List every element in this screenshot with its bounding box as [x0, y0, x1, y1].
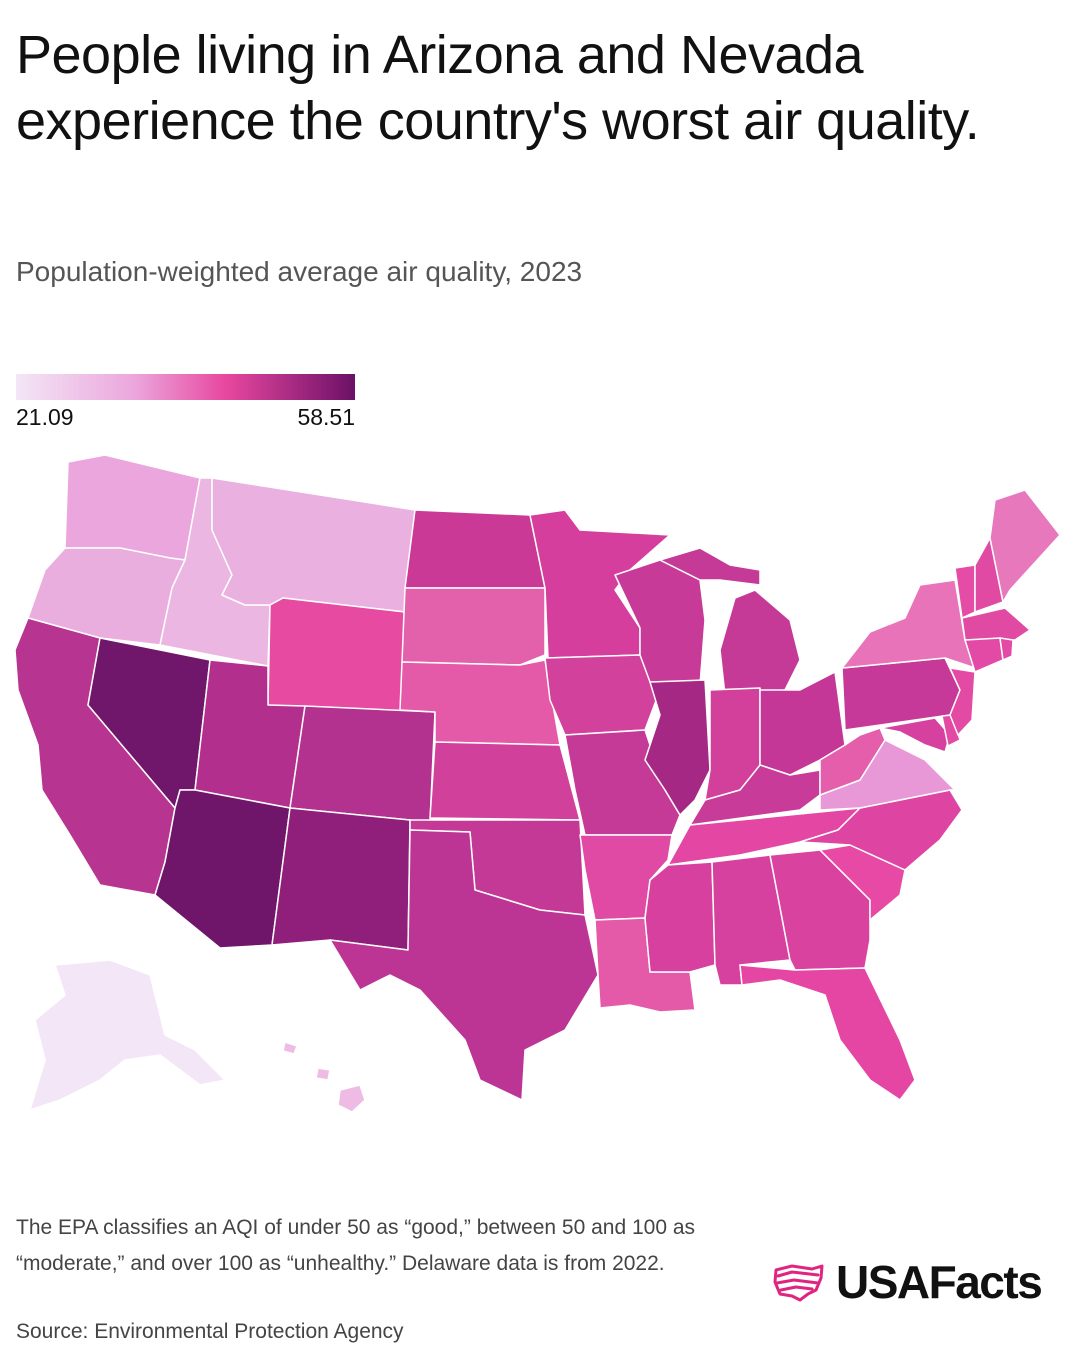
state-HI[interactable] — [337, 1084, 366, 1113]
state-WY[interactable] — [267, 597, 406, 716]
state-IL[interactable] — [644, 679, 711, 816]
state-AK[interactable] — [29, 959, 226, 1111]
state-WV[interactable] — [819, 727, 886, 796]
state-NY[interactable] — [841, 579, 976, 669]
state-NM[interactable] — [271, 807, 411, 951]
state-ND[interactable] — [404, 509, 546, 589]
state-MT[interactable] — [211, 477, 416, 613]
color-legend: 21.09 58.51 — [16, 374, 355, 434]
us-choropleth-map — [14, 454, 1061, 1113]
chart-title: People living in Arizona and Nevada expe… — [16, 25, 980, 151]
footnote: The EPA classifies an AQI of under 50 as… — [16, 1216, 696, 1275]
us-flag-map-icon — [773, 1264, 824, 1302]
state-MS[interactable] — [644, 861, 716, 973]
state-HI-maui[interactable] — [315, 1067, 331, 1081]
state-RI[interactable] — [999, 637, 1014, 661]
state-HI-oahu[interactable] — [282, 1041, 298, 1055]
usafacts-logo: USAFacts — [772, 1252, 1043, 1312]
legend-min-label: 21.09 — [16, 404, 74, 430]
state-MI-UP[interactable] — [659, 547, 761, 586]
state-NC[interactable] — [799, 789, 963, 871]
state-FL[interactable] — [739, 964, 916, 1101]
state-MN[interactable] — [529, 509, 671, 659]
state-ME[interactable] — [989, 489, 1061, 603]
state-SD[interactable] — [401, 587, 546, 666]
state-CO[interactable] — [289, 705, 436, 823]
state-AZ[interactable] — [154, 789, 291, 949]
state-TX[interactable] — [329, 829, 599, 1101]
state-KS[interactable] — [429, 741, 581, 821]
state-MA[interactable] — [961, 607, 1031, 641]
legend-gradient-bar — [16, 374, 355, 400]
chart-subtitle: Population-weighted average air quality,… — [16, 256, 583, 287]
state-IA[interactable] — [544, 654, 661, 736]
state-DE[interactable] — [941, 714, 961, 747]
state-MI[interactable] — [719, 589, 801, 696]
state-WA[interactable] — [64, 454, 201, 561]
legend-max-label: 58.51 — [297, 404, 355, 430]
state-MD[interactable] — [879, 717, 951, 753]
source-line: Source: Environmental Protection Agency — [16, 1320, 404, 1343]
brand-name: USAFacts — [836, 1256, 1043, 1308]
